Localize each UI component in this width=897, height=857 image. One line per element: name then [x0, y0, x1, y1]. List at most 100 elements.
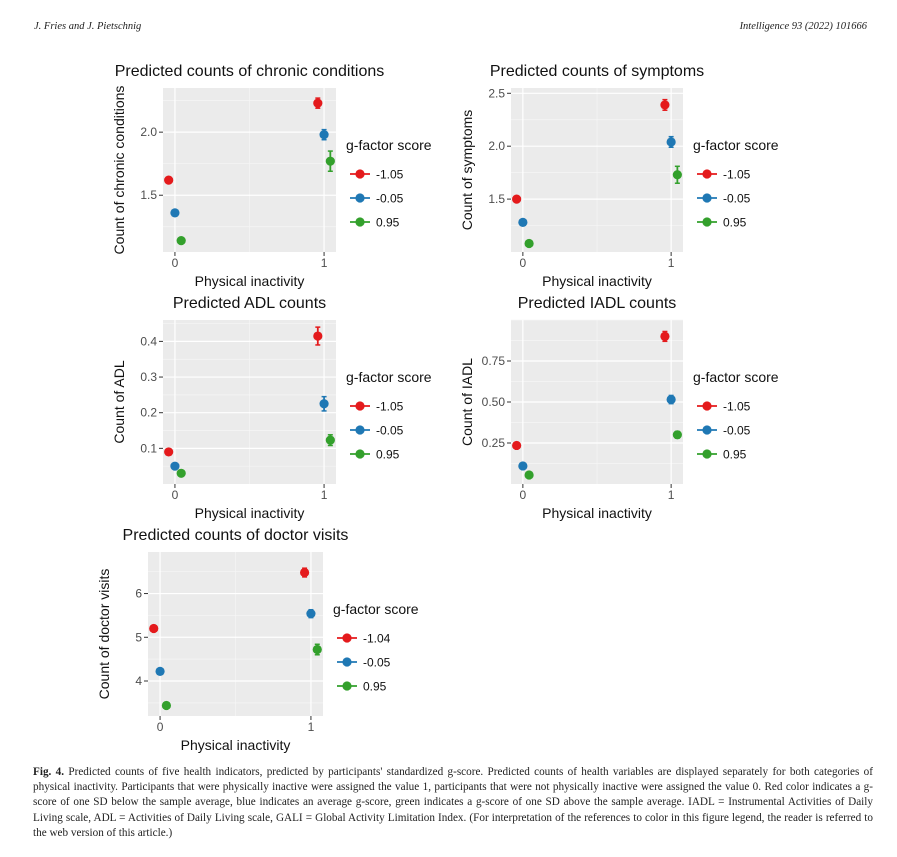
data-point	[660, 100, 670, 110]
x-tick-label: 1	[668, 256, 675, 270]
caption-label: Fig. 4.	[33, 766, 65, 778]
y-tick-label: 2.5	[488, 86, 505, 100]
y-axis-label: Count of IADL	[459, 358, 475, 446]
legend-key-point	[702, 425, 712, 435]
legend-label: -0.05	[376, 424, 404, 438]
x-tick-label: 0	[157, 720, 164, 734]
y-tick-label: 1.5	[140, 188, 157, 202]
legend-label: -0.05	[723, 424, 751, 438]
data-point	[313, 331, 323, 341]
legend-key-point	[355, 401, 365, 411]
y-tick-label: 0.75	[482, 354, 506, 368]
y-tick-label: 0.4	[140, 334, 157, 348]
y-tick-label: 1.5	[488, 192, 505, 206]
legend-label: -1.05	[376, 168, 404, 182]
legend-key-point	[702, 193, 712, 203]
legend-label: 0.95	[723, 216, 747, 230]
data-point	[319, 130, 329, 140]
x-axis-label: Physical inactivity	[542, 505, 652, 521]
data-point	[149, 623, 159, 634]
legend-key-point	[702, 401, 712, 411]
figure-caption: Fig. 4. Predicted counts of five health …	[33, 765, 873, 841]
chart-title: Predicted counts of chronic conditions	[115, 63, 384, 80]
figure-panels: 1.5 2.0 0 1 Predicted counts of chronic cond…	[96, 63, 779, 753]
chart-title: Predicted IADL counts	[518, 295, 677, 312]
legend-label: 0.95	[363, 680, 387, 694]
x-axis-label: Physical inactivity	[542, 273, 652, 289]
chart-title: Predicted counts of symptoms	[490, 63, 704, 80]
y-tick-label: 4	[135, 674, 142, 688]
x-tick-label: 0	[172, 256, 179, 270]
x-axis-label: Physical inactivity	[195, 505, 305, 521]
chart-panel-3: 0.1 0.2 0.3 0.4 0 1 Predicted ADL counts Physic…	[111, 295, 432, 521]
data-point	[164, 175, 174, 185]
chart-panel-4: 0.25 0.50 0.75 0 1 Predicted IADL counts Physi…	[459, 295, 779, 521]
data-point	[524, 470, 534, 480]
legend-key-point	[355, 217, 365, 227]
x-axis-label: Physical inactivity	[181, 737, 291, 753]
data-point	[672, 170, 682, 180]
legend-title: g-factor score	[333, 601, 419, 617]
data-point	[518, 461, 528, 471]
legend-key-point	[702, 169, 712, 179]
x-axis-label: Physical inactivity	[195, 273, 305, 289]
data-point	[299, 567, 310, 578]
running-header-authors: J. Fries and J. Pietschnig	[34, 21, 142, 32]
running-header-journal: Intelligence 93 (2022) 101666	[739, 21, 867, 32]
caption-text: Predicted counts of five health indicato…	[33, 766, 874, 839]
y-axis-label: Count of symptoms	[459, 110, 475, 231]
legend-key-point	[355, 449, 365, 459]
data-point	[176, 236, 186, 246]
chart-panel-5: 4 5 6 0 1 Predicted counts of doctor visits Ph…	[96, 527, 419, 753]
x-tick-label: 1	[321, 256, 328, 270]
y-axis-label: Count of doctor visits	[96, 569, 112, 700]
legend-label: -0.05	[376, 192, 404, 206]
data-point	[512, 194, 522, 204]
legend-label: -1.05	[723, 168, 751, 182]
chart-panel-1: 1.5 2.0 0 1 Predicted counts of chronic cond…	[111, 63, 432, 289]
y-tick-label: 5	[135, 630, 142, 644]
y-tick-label: 0.3	[140, 370, 157, 384]
legend-title: g-factor score	[693, 137, 779, 153]
x-tick-label: 0	[172, 488, 179, 502]
x-tick-label: 0	[520, 488, 527, 502]
legend-title: g-factor score	[346, 137, 432, 153]
data-point	[524, 238, 534, 249]
legend-title: g-factor score	[693, 369, 779, 385]
legend-label: 0.95	[723, 448, 747, 462]
legend-key-point	[342, 681, 352, 691]
y-axis-label: Count of chronic conditions	[111, 86, 127, 255]
data-point	[155, 666, 165, 676]
y-tick-label: 0.50	[482, 395, 506, 409]
y-tick-label: 0.1	[140, 441, 157, 455]
data-point	[325, 156, 335, 166]
legend-key-point	[702, 217, 712, 227]
legend-key-point	[342, 633, 352, 643]
x-tick-label: 1	[308, 720, 315, 734]
chart-title: Predicted ADL counts	[173, 295, 326, 312]
chart-panel-2: 1.5 2.0 2.5 0 1 Predicted counts of symptoms P…	[459, 63, 779, 289]
data-point	[672, 430, 682, 440]
data-point	[660, 331, 670, 341]
y-tick-label: 6	[135, 587, 142, 601]
data-point	[161, 700, 172, 711]
legend-title: g-factor score	[346, 369, 432, 385]
legend-label: -1.05	[723, 400, 751, 414]
data-point	[319, 399, 329, 409]
chart-title: Predicted counts of doctor visits	[123, 527, 349, 544]
legend-key-point	[342, 657, 352, 667]
y-tick-label: 2.0	[140, 125, 157, 139]
data-point	[312, 644, 322, 655]
legend-label: -1.04	[363, 632, 391, 646]
legend-label: -0.05	[723, 192, 751, 206]
legend-label: -1.05	[376, 400, 404, 414]
data-point	[176, 468, 186, 478]
data-point	[170, 461, 180, 471]
legend-key-point	[355, 425, 365, 435]
data-point	[666, 394, 676, 405]
y-tick-label: 0.2	[140, 406, 157, 420]
legend-label: 0.95	[376, 216, 400, 230]
x-tick-label: 0	[520, 256, 527, 270]
legend-key-point	[355, 193, 365, 203]
data-point	[512, 440, 522, 451]
